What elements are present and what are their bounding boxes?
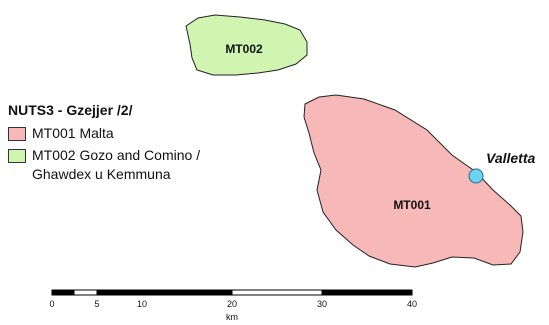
legend-item-mt001[interactable]: MT001 Malta	[8, 124, 200, 143]
scale-tick-label: 0	[49, 299, 54, 309]
scale-tick-label: 5	[94, 299, 99, 309]
legend-label-mt001: MT001 Malta	[32, 125, 114, 141]
legend-label-mt002-line1: MT002 Gozo and Comino /	[32, 147, 201, 163]
scale-tick-label: 30	[317, 299, 327, 309]
region-mt001-polygon[interactable]	[303, 94, 524, 268]
scale-bar-segment	[141, 289, 233, 296]
scale-bar-segment	[231, 289, 323, 296]
legend-item-mt002[interactable]: MT002 Gozo and Comino / Ghawdex u Kemmun…	[8, 146, 200, 184]
scale-bar-segment	[51, 289, 75, 296]
legend: NUTS3 - Gzejjer /2/ MT001 Malta MT002 Go…	[8, 102, 200, 187]
capital-marker[interactable]	[468, 168, 484, 184]
legend-label-mt002: MT002 Gozo and Comino / Ghawdex u Kemmun…	[32, 146, 200, 184]
scale-unit-label: km	[226, 312, 238, 322]
region-mt001-label: MT001	[393, 198, 431, 212]
capital-label: Valletta	[486, 150, 535, 166]
scale-tick-label: 40	[407, 299, 417, 309]
scale-tick-label: 20	[227, 299, 237, 309]
legend-swatch-mt002	[8, 149, 26, 163]
legend-label-mt002-line2: Ghawdex u Kemmuna	[32, 166, 171, 182]
scale-bar-segment	[73, 289, 98, 296]
region-mt002-label: MT002	[225, 42, 263, 56]
scale-bar-segment	[321, 289, 413, 296]
scale-bar-segment	[96, 289, 143, 296]
region-mt002-polygon[interactable]	[185, 14, 308, 76]
scale-tick-label: 10	[137, 299, 147, 309]
legend-title: NUTS3 - Gzejjer /2/	[8, 102, 133, 118]
legend-swatch-mt001	[8, 127, 26, 141]
scale-bar: 0 5 10 20 30 40 km	[49, 289, 417, 322]
